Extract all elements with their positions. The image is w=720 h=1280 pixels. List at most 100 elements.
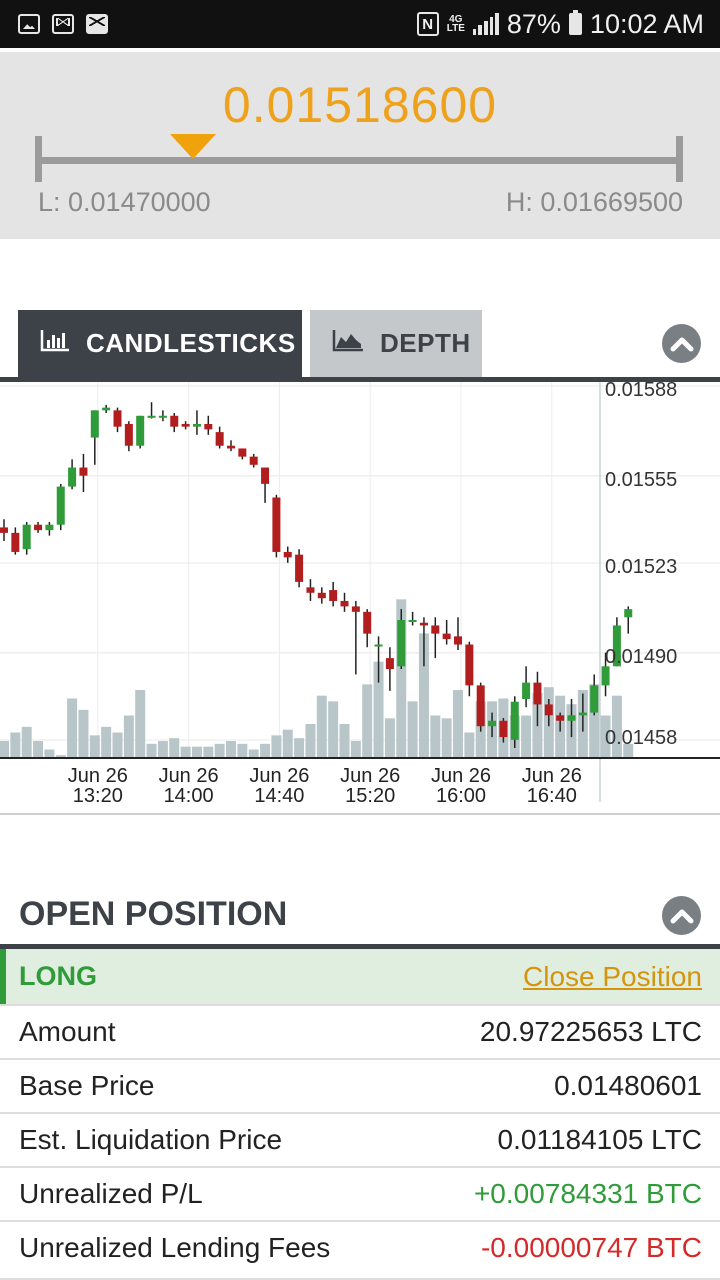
candle-down [181,423,190,427]
volume-bar [67,698,78,758]
candle-down [363,611,372,634]
x-tick-label-time: 14:00 [164,785,214,802]
status-bar: N 4G LTE 87% 10:02 AM [0,0,720,48]
candle-down [283,551,292,558]
candle-down [34,524,43,531]
volume-bar [44,749,55,758]
section-title-open-position: OPEN POSITION [19,895,288,933]
candle-up [612,625,621,667]
y-tick-label: 0.01458 [605,727,677,749]
candle-down [533,682,542,705]
volume-bar [180,746,191,758]
candle-up [397,620,406,667]
candle-up [601,666,610,686]
volume-bar [521,715,532,758]
volume-bar [89,735,100,758]
volume-bar [611,695,622,758]
volume-bar [10,732,21,758]
candle-up [192,423,201,427]
image-icon [18,14,40,34]
candle-up [68,467,77,487]
x-tick-label-date: Jun 26 [159,765,219,787]
clock: 10:02 AM [589,8,704,39]
x-tick-label-time: 15:20 [345,785,395,802]
close-position-link[interactable]: Close Position [523,961,702,992]
collapse-chart-button[interactable] [662,324,701,363]
volume-bar [101,726,112,758]
mail-icon [86,14,108,34]
position-row-amount: Amount 20.97225653 LTC [0,1004,720,1058]
candle-down [124,423,133,446]
row-label: Amount [19,1016,116,1047]
row-value: -0.00000747 BTC [480,1232,702,1263]
x-tick-label-time: 14:40 [254,785,304,802]
volume-bar [123,715,134,758]
candle-down [431,625,440,634]
volume-bar [362,684,373,758]
collapse-position-button[interactable] [662,896,701,935]
volume-bar [146,743,157,758]
x-tick-label-time: 16:40 [527,785,577,802]
row-label: Est. Liquidation Price [19,1124,283,1155]
position-top-border [0,944,720,949]
volume-bar [589,684,600,758]
volume-bar [305,724,316,758]
row-value: 20.97225653 LTC [479,1016,702,1047]
volume-bar [430,715,441,758]
volume-bar [112,732,123,758]
candle-down [419,622,428,626]
tab-depth[interactable]: DEPTH [310,310,482,377]
row-label: Unrealized P/L [19,1178,203,1209]
candle-up [408,620,417,623]
candle-up [624,609,633,618]
candle-down [454,636,462,645]
candle-down [170,415,179,427]
position-header: LONG Close Position [0,949,720,1004]
volume-bar [226,741,236,758]
row-value: 0.01480601 [554,1070,702,1101]
volume-bar [294,738,305,758]
position-row-liquidation-price: Est. Liquidation Price 0.01184105 LTC [0,1112,720,1166]
volume-bar [237,743,248,758]
volume-bar [384,718,395,758]
candle-down [544,704,553,716]
candle-down [351,606,360,612]
volume-bar [316,695,327,758]
volume-bar [623,743,634,758]
y-tick-label: 0.01588 [605,382,677,401]
candle-up [522,682,531,699]
tab-candlesticks[interactable]: CANDLESTICKS [18,310,302,377]
candle-down [11,532,20,552]
x-tick-label-date: Jun 26 [68,765,128,787]
candle-up [136,415,145,446]
low-price-label: L: 0.01470000 [38,187,211,217]
candle-down [238,448,247,457]
row-label: Unrealized Lending Fees [19,1232,331,1263]
volume-bar [135,690,146,758]
chevron-up-icon [670,337,693,351]
volume-bar [271,735,282,758]
network-type-icon: 4G LTE [446,14,465,34]
candle-down [340,600,349,607]
gmail-icon [52,14,74,34]
candle-down [227,445,235,449]
volume-bar [418,633,429,758]
row-value: +0.00784331 BTC [473,1178,702,1209]
chevron-up-icon [670,909,693,923]
volume-bar [407,701,418,758]
candle-up [102,407,111,411]
range-high-cap [676,136,683,182]
candle-up [90,410,99,438]
candle-down [317,592,326,599]
high-price-label: H: 0.01669500 [505,187,683,217]
volume-bar [191,746,202,758]
volume-bar [453,690,463,758]
last-price: 0.01518600 [222,77,498,133]
candle-up [567,715,576,721]
notification-icons [0,14,108,34]
candlestick-chart[interactable]: 0.01588 0.01555 0.01523 0.01490 0.01458 Jun 2… [0,379,720,807]
bar-chart-icon [40,328,70,359]
position-side: LONG [19,961,97,991]
price-range-bar [38,157,683,164]
candle-down [306,587,315,593]
